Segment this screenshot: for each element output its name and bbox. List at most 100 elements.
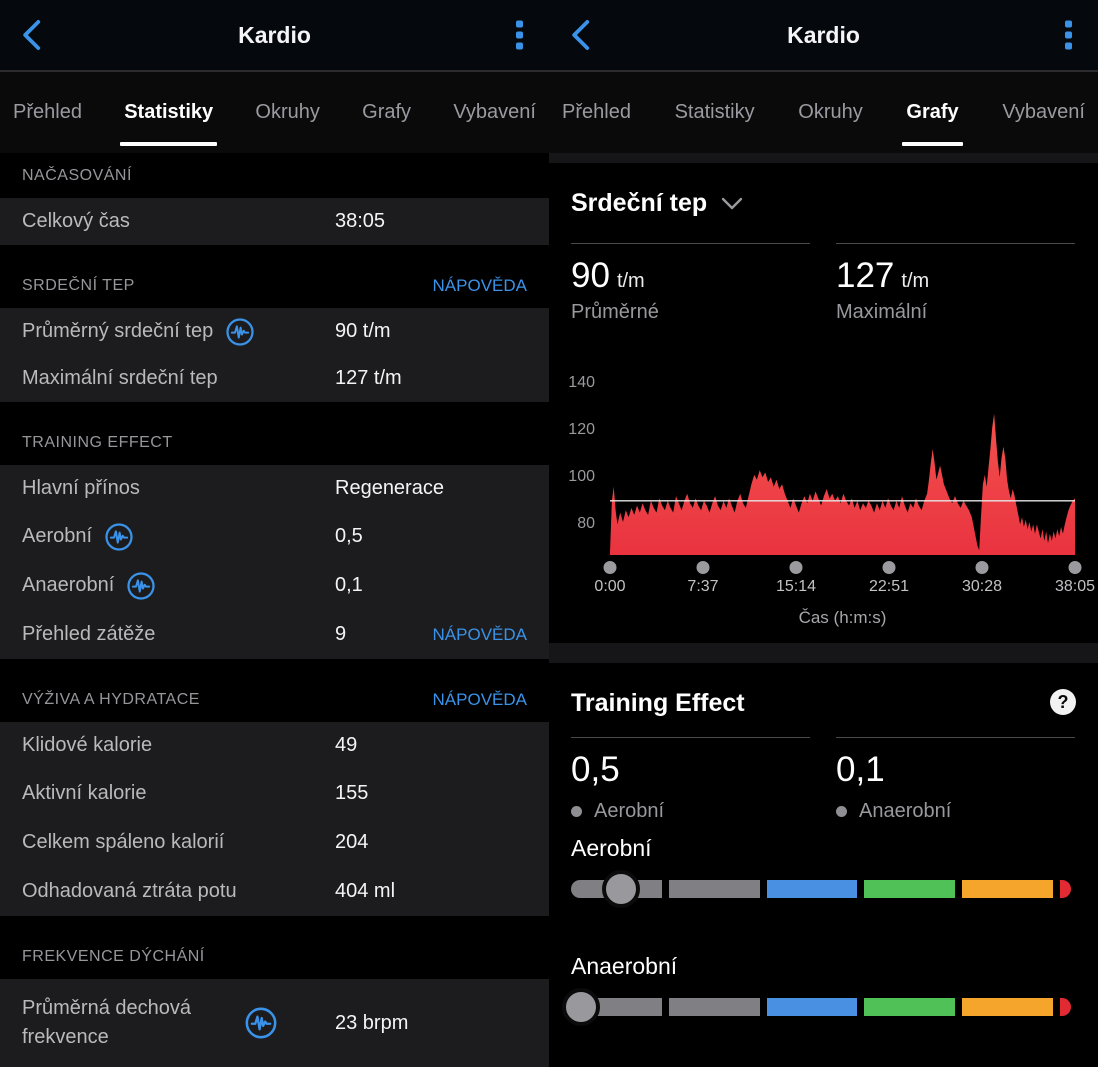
gauge-segment	[864, 998, 956, 1016]
chevron-down-icon	[721, 197, 743, 209]
active-tab-underline	[902, 142, 963, 146]
tab-okruhy[interactable]: Okruhy	[798, 101, 863, 123]
te-gauge-track	[562, 987, 1071, 1027]
heart-rate-pulse-icon	[104, 522, 134, 552]
max-hr-stat: 127 t/m Maximální	[836, 243, 1075, 324]
app-bar: Kardio	[549, 0, 1098, 72]
gauge-label: Aerobní	[571, 835, 652, 861]
heart-rate-area-chart	[610, 413, 1075, 555]
gauge-segment	[668, 998, 760, 1016]
kebab-dot-icon	[1065, 42, 1072, 50]
screen-grafy: Kardio Přehled Statistiky Okruhy Grafy V…	[549, 0, 1098, 1067]
back-button[interactable]	[14, 15, 48, 55]
aerobic-te-stat: 0,5 Aerobní	[571, 737, 810, 823]
y-axis-tick: 100	[568, 468, 595, 485]
stat-row-load-overview: Přehled zátěže 9 NÁPOVĚDA	[0, 610, 549, 659]
x-axis-tick: 38:05	[1054, 578, 1096, 595]
y-axis-tick: 120	[568, 421, 595, 438]
heart-rate-pulse-icon	[244, 1006, 278, 1040]
card-title: Training Effect	[571, 689, 745, 717]
kebab-dot-icon	[516, 31, 523, 39]
heart-rate-chart: 140 120 100 80	[549, 348, 1098, 638]
stat-row-total-time: Celkový čas 38:05	[0, 198, 549, 245]
tab-prehled[interactable]: Přehled	[562, 101, 631, 123]
chevron-left-icon	[23, 20, 41, 50]
section-header-respiration: FREKVENCE DÝCHÁNÍ	[0, 934, 549, 979]
tab-bar: Přehled Statistiky Okruhy Grafy Vybavení	[549, 72, 1098, 153]
y-axis-tick: 140	[568, 374, 595, 391]
active-tab-underline	[120, 142, 218, 146]
help-question-icon[interactable]: ?	[1050, 689, 1076, 715]
gauge-segment	[962, 998, 1053, 1016]
stat-row-total-calories: Celkem spáleno kalorií 204	[0, 818, 549, 867]
x-axis-dot	[975, 561, 989, 574]
kebab-dot-icon	[516, 20, 523, 28]
tab-statistiky[interactable]: Statistiky	[119, 72, 218, 153]
x-axis-dot	[603, 561, 617, 574]
stat-row-resting-calories: Klidové kalorie 49	[0, 722, 549, 769]
x-axis-tick: 30:28	[961, 578, 1003, 595]
x-axis-dot	[1068, 561, 1082, 574]
x-axis-tick: 0:00	[594, 578, 626, 595]
section-header-timing: NAČASOVÁNÍ	[0, 153, 549, 198]
statistics-list: NAČASOVÁNÍ Celkový čas 38:05 SRDEČNÍ TEP…	[0, 153, 549, 1067]
tab-grafy[interactable]: Grafy	[901, 72, 963, 153]
page-title: Kardio	[238, 21, 311, 48]
stat-row-max-hr: Maximální srdeční tep 127 t/m	[0, 355, 549, 402]
chart-metric-selector[interactable]: Srdeční tep	[571, 189, 743, 218]
te-gauge-knob	[602, 870, 640, 908]
tab-statistiky[interactable]: Statistiky	[674, 101, 755, 123]
stat-row-avg-hr: Průměrný srdeční tep 90 t/m	[0, 308, 549, 355]
x-axis-dot	[882, 561, 896, 574]
screen-statistiky: Kardio Přehled Statistiky Okruhy Grafy V…	[0, 0, 549, 1067]
tab-grafy[interactable]: Grafy	[362, 101, 412, 123]
avg-hr-stat: 90 t/m Průměrné	[571, 243, 810, 324]
tab-prehled[interactable]: Přehled	[13, 101, 82, 123]
te-gauge-knob	[562, 988, 600, 1026]
y-axis-tick: 80	[577, 515, 595, 532]
tab-vybaveni[interactable]: Vybavení	[453, 101, 536, 123]
stat-row-sweat-loss: Odhadovaná ztráta potu 404 ml	[0, 867, 549, 916]
gauge-segment	[766, 998, 858, 1016]
kebab-dot-icon	[1065, 20, 1072, 28]
x-axis-tick: 7:37	[687, 578, 719, 595]
stat-row-primary-benefit: Hlavní přínos Regenerace	[0, 465, 549, 512]
gauge-segment	[766, 880, 858, 898]
heart-rate-pulse-icon	[225, 317, 255, 347]
x-axis-title: Čas (h:m:s)	[798, 608, 887, 627]
kebab-menu-button[interactable]	[510, 15, 529, 56]
anaerobic-te-stat: 0,1 Anaerobní	[836, 737, 1075, 823]
tab-vybaveni[interactable]: Vybavení	[1002, 101, 1085, 123]
te-gauge-track	[571, 869, 1071, 909]
kebab-dot-icon	[1065, 31, 1072, 39]
section-header-training-effect: TRAINING EFFECT	[0, 420, 549, 465]
help-link[interactable]: NÁPOVĚDA	[432, 275, 527, 295]
x-axis-tick: 22:51	[868, 578, 910, 595]
kebab-menu-button[interactable]	[1059, 15, 1078, 56]
tab-bar: Přehled Statistiky Okruhy Grafy Vybavení	[0, 72, 549, 153]
x-axis-dot	[789, 561, 803, 574]
legend-dot-icon	[571, 806, 582, 817]
help-link[interactable]: NÁPOVĚDA	[432, 689, 527, 709]
section-header-heart-rate: SRDEČNÍ TEP NÁPOVĚDA	[0, 263, 549, 308]
tab-okruhy[interactable]: Okruhy	[255, 101, 320, 123]
chevron-left-icon	[572, 20, 590, 50]
gauge-segment	[962, 880, 1053, 898]
help-link[interactable]: NÁPOVĚDA	[432, 624, 527, 644]
gauge-label: Anaerobní	[571, 953, 678, 979]
stat-row-active-calories: Aktivní kalorie 155	[0, 769, 549, 818]
x-axis-dot	[696, 561, 710, 574]
stat-row-anaerobic: Anaerobní 0,1	[0, 561, 549, 610]
graphs-panel: Srdeční tep 90 t/m Průměrné 127 t/m Maximá…	[549, 153, 1098, 1067]
gauge-segment	[668, 880, 760, 898]
stat-row-avg-respiration: Průměrná dechová frekvence 23 brpm	[0, 979, 549, 1067]
kebab-dot-icon	[516, 42, 523, 50]
gauge-segment	[1059, 998, 1071, 1016]
back-button[interactable]	[563, 15, 597, 55]
heart-rate-pulse-icon	[126, 571, 156, 601]
app-bar: Kardio	[0, 0, 549, 72]
legend-dot-icon	[836, 806, 847, 817]
x-axis-tick: 15:14	[775, 578, 817, 595]
gauge-segment	[1059, 880, 1071, 898]
